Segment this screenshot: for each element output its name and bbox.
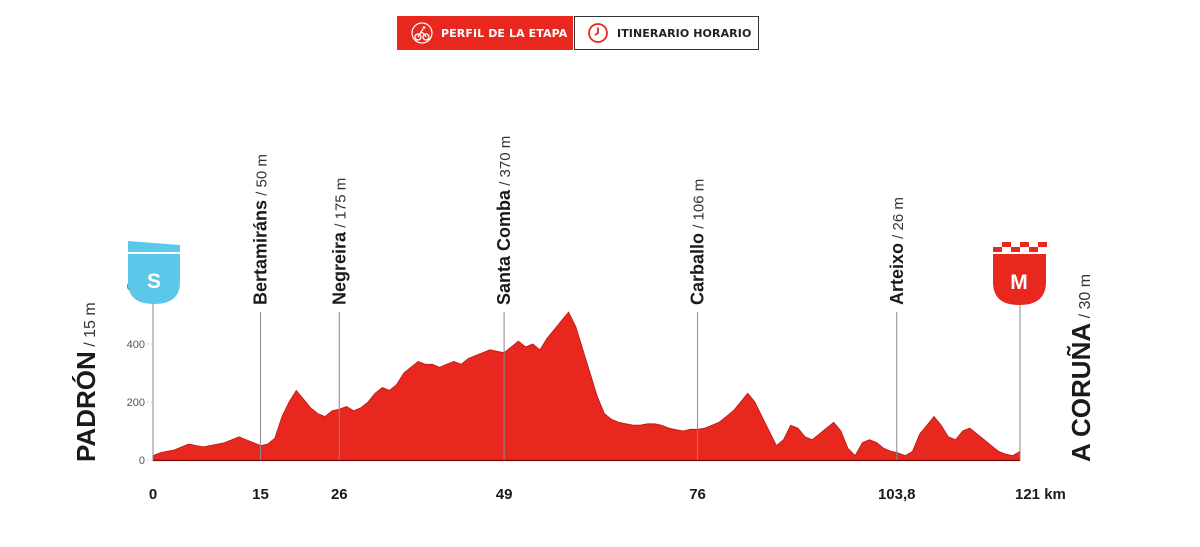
x-tick-label: 26: [331, 486, 348, 503]
start-town-label: PADRÓN / 15 m: [71, 302, 101, 462]
waypoint-label: Arteixo / 26 m: [887, 197, 907, 305]
finish-checker: [1029, 247, 1038, 252]
finish-town-label: A CORUÑA / 30 m: [1066, 274, 1096, 462]
finish-badge-icon: [993, 254, 1046, 305]
elevation-profile-area: [152, 311, 1021, 461]
waypoint-altitude: / 106 m: [691, 179, 708, 233]
tab-bar: PERFIL DE LA ETAPA ITINERARIO HORARIO: [397, 16, 759, 50]
finish-town-label-text: A CORUÑA: [1066, 323, 1096, 462]
finish-checker: [1038, 242, 1047, 247]
tab-schedule[interactable]: ITINERARIO HORARIO: [574, 16, 759, 50]
waypoint-altitude: / 50 m: [253, 154, 270, 200]
finish-checker: [993, 247, 1002, 252]
waypoint-altitude: / 370 m: [497, 136, 514, 190]
x-tick-label: 0: [149, 486, 157, 503]
x-tick-label: 103,8: [878, 486, 916, 503]
waypoint-altitude: / 26 m: [890, 197, 907, 243]
waypoint-name: Negreira: [329, 231, 349, 305]
waypoint-name: Carballo: [688, 233, 708, 305]
cyclist-icon: [411, 22, 433, 44]
finish-badge-letter: M: [1010, 271, 1028, 294]
waypoint-label: Negreira / 175 m: [329, 178, 349, 305]
x-tick-label: 121 km: [1015, 486, 1066, 503]
y-tick-label: 400: [127, 339, 145, 351]
y-tick-label: 0: [139, 455, 145, 467]
x-tick-label: 15: [252, 486, 269, 503]
waypoint-label: Carballo / 106 m: [688, 179, 708, 305]
start-badge-icon: [128, 254, 180, 304]
x-tick-label: 76: [689, 486, 706, 503]
tab-schedule-label: ITINERARIO HORARIO: [617, 26, 752, 40]
x-tick-label: 49: [496, 486, 513, 503]
start-town-label-text: PADRÓN: [71, 351, 101, 462]
waypoint-label: Bertamiráns / 50 m: [250, 154, 270, 305]
finish-checker: [1011, 247, 1020, 252]
waypoint-name: Santa Comba: [494, 189, 514, 305]
y-tick-label: 200: [127, 397, 145, 409]
waypoint-name: Bertamiráns: [250, 200, 270, 305]
finish-checker: [1020, 242, 1029, 247]
waypoint-name: Arteixo: [887, 243, 907, 305]
start-badge-letter: S: [147, 270, 161, 293]
finish-town-label-altitude: / 30 m: [1077, 274, 1094, 323]
tab-stage-profile[interactable]: PERFIL DE LA ETAPA: [397, 16, 573, 50]
clock-icon: [587, 22, 609, 44]
tab-stage-profile-label: PERFIL DE LA ETAPA: [441, 26, 568, 40]
waypoint-altitude: / 175 m: [332, 178, 349, 232]
finish-checker: [1002, 242, 1011, 247]
start-town-label-altitude: / 15 m: [82, 302, 99, 351]
waypoint-label: Santa Comba / 370 m: [494, 136, 514, 305]
start-flag-icon: [128, 241, 180, 252]
